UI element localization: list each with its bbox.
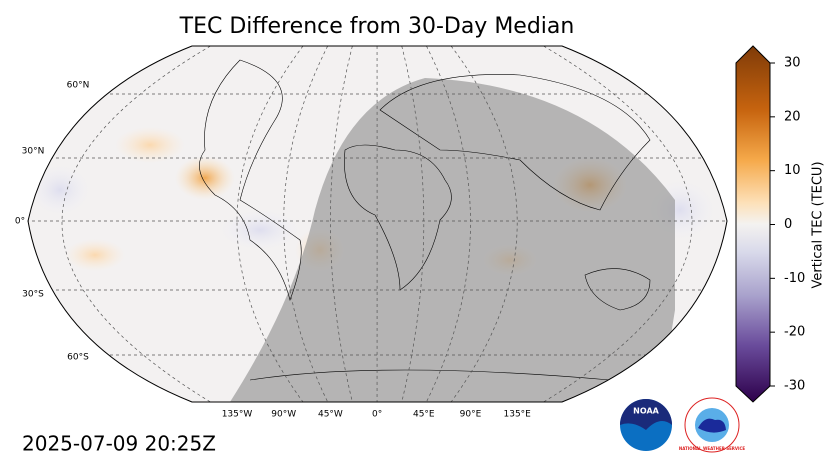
anomaly	[115, 127, 185, 163]
lat-label: 0°	[15, 217, 25, 227]
coastline	[584, 268, 651, 311]
lon-label: 90°E	[460, 410, 482, 420]
lon-label: 0°	[372, 410, 382, 420]
meridian	[426, 46, 471, 402]
colorbar-tick-label: -10	[784, 271, 805, 286]
anomaly	[220, 210, 300, 250]
lon-label: 135°E	[504, 410, 532, 420]
colorbar-tick-label: -20	[784, 325, 805, 340]
colorbar: 30 20 10 0 -10 -20 -30 Vertical TEC (TECU)	[735, 45, 826, 403]
nws-text: NATIONAL WEATHER SERVICE	[679, 446, 746, 451]
map-border	[27, 45, 728, 403]
meridian	[543, 46, 693, 402]
colorbar-ticks: 30 20 10 0 -10 -20 -30	[770, 56, 805, 394]
coastline	[379, 74, 651, 211]
lon-label: 45°E	[413, 410, 435, 420]
lat-label: 30°S	[22, 290, 44, 300]
colorbar-tick-label: 20	[784, 109, 801, 124]
meridian	[283, 46, 328, 402]
graticule	[28, 46, 727, 402]
noaa-logo: NOAA	[620, 399, 672, 451]
noaa-top	[620, 399, 672, 430]
lon-label: 90°W	[271, 410, 296, 420]
colorbar-tick-label: 10	[784, 163, 801, 178]
lat-label: 60°S	[67, 353, 89, 363]
lon-labels: 135°W 90°W 45°W 0° 45°E 90°E 135°E	[222, 410, 531, 420]
coastline	[344, 144, 452, 291]
anomaly	[30, 165, 90, 215]
title: TEC Difference from 30-Day Median	[179, 14, 575, 39]
lat-label: 60°N	[67, 81, 90, 91]
coastline	[249, 369, 611, 381]
lon-label: 45°W	[318, 410, 343, 420]
meridian	[450, 46, 518, 402]
timestamp: 2025-07-09 20:25Z	[22, 432, 216, 456]
colorbar-body	[735, 45, 771, 403]
noaa-text: NOAA	[633, 407, 659, 416]
night-shading	[230, 78, 675, 402]
nws-logo: NATIONAL WEATHER SERVICE	[679, 397, 746, 453]
lat-labels: 60°N 30°N 0° 30°S 60°S	[15, 81, 89, 363]
colorbar-tick-label: 30	[784, 56, 801, 71]
colorbar-tick-label: -30	[784, 379, 805, 394]
lat-label: 30°N	[22, 147, 45, 157]
coastline	[199, 59, 302, 302]
anomaly	[175, 156, 235, 200]
nws-cloud	[698, 418, 726, 433]
meridian	[61, 46, 211, 402]
anomaly	[65, 239, 125, 271]
lon-label: 135°W	[222, 410, 253, 420]
meridian	[236, 46, 304, 402]
colorbar-label: Vertical TEC (TECU)	[811, 161, 826, 288]
colorbar-tick-label: 0	[784, 217, 792, 232]
map	[28, 46, 727, 402]
